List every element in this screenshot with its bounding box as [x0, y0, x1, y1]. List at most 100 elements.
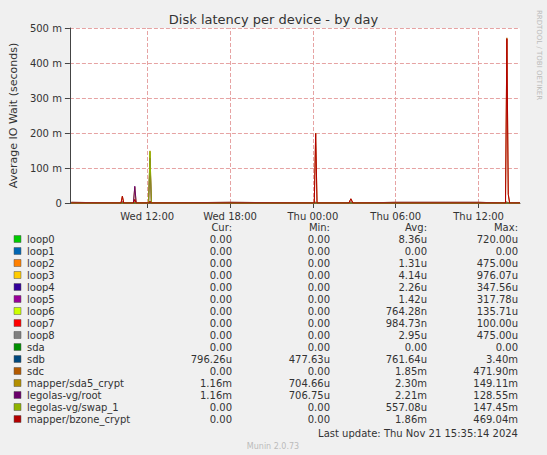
svg-text:2.95u: 2.95u	[398, 330, 427, 341]
svg-text:loop4: loop4	[27, 282, 55, 293]
svg-text:sdb: sdb	[27, 354, 45, 365]
svg-text:0.00: 0.00	[210, 330, 232, 341]
svg-text:mapper/bzone_crypt: mapper/bzone_crypt	[27, 414, 130, 426]
svg-text:Avg:: Avg:	[405, 222, 427, 233]
svg-text:100 m: 100 m	[30, 163, 62, 174]
svg-text:0.00: 0.00	[210, 414, 232, 425]
svg-text:149.11m: 149.11m	[473, 378, 518, 389]
svg-text:0.00: 0.00	[308, 366, 330, 377]
svg-text:200 m: 200 m	[30, 128, 62, 139]
svg-text:loop5: loop5	[27, 294, 55, 305]
svg-text:0.00: 0.00	[308, 234, 330, 245]
svg-text:0.00: 0.00	[210, 306, 232, 317]
svg-text:147.45m: 147.45m	[473, 402, 518, 413]
svg-text:4.14u: 4.14u	[398, 270, 427, 281]
svg-text:loop2: loop2	[27, 258, 55, 269]
svg-text:704.66u: 704.66u	[289, 378, 330, 389]
svg-text:475.00u: 475.00u	[477, 330, 518, 341]
svg-text:legolas-vg/root: legolas-vg/root	[27, 390, 102, 401]
svg-text:Thu 00:00: Thu 00:00	[287, 211, 339, 222]
svg-text:500 m: 500 m	[30, 23, 62, 34]
svg-text:0.00: 0.00	[210, 234, 232, 245]
svg-text:0.00: 0.00	[210, 258, 232, 269]
svg-text:347.56u: 347.56u	[477, 282, 518, 293]
svg-text:0.00: 0.00	[308, 402, 330, 413]
svg-text:0.00: 0.00	[308, 342, 330, 353]
svg-text:1.85m: 1.85m	[395, 366, 427, 377]
svg-text:loop3: loop3	[27, 270, 55, 281]
svg-text:loop8: loop8	[27, 330, 55, 341]
svg-text:Disk latency per device - by d: Disk latency per device - by day	[169, 12, 379, 27]
svg-text:Wed 18:00: Wed 18:00	[203, 211, 257, 222]
svg-text:Thu 12:00: Thu 12:00	[452, 211, 504, 222]
svg-text:0.00: 0.00	[210, 282, 232, 293]
svg-text:475.00u: 475.00u	[477, 258, 518, 269]
svg-text:Wed 12:00: Wed 12:00	[120, 211, 174, 222]
svg-text:317.78u: 317.78u	[477, 294, 518, 305]
svg-text:Average IO Wait (seconds): Average IO Wait (seconds)	[7, 43, 20, 188]
svg-text:469.04m: 469.04m	[473, 414, 518, 425]
svg-text:135.71u: 135.71u	[477, 306, 518, 317]
svg-text:8.36u: 8.36u	[398, 234, 427, 245]
svg-text:400 m: 400 m	[30, 58, 62, 69]
svg-text:0.00: 0.00	[308, 294, 330, 305]
svg-text:legolas-vg/swap_1: legolas-vg/swap_1	[27, 402, 119, 414]
svg-text:764.28n: 764.28n	[386, 306, 427, 317]
svg-text:loop1: loop1	[27, 246, 55, 257]
svg-text:100.00u: 100.00u	[477, 318, 518, 329]
svg-text:Last update: Thu Nov 21 15:35:: Last update: Thu Nov 21 15:35:14 2024	[318, 428, 518, 439]
svg-text:0: 0	[56, 198, 62, 209]
svg-text:Munin 2.0.73: Munin 2.0.73	[247, 442, 299, 451]
svg-text:1.42u: 1.42u	[398, 294, 427, 305]
svg-text:0.00: 0.00	[496, 246, 518, 257]
svg-text:Min:: Min:	[309, 222, 330, 233]
svg-text:2.26u: 2.26u	[398, 282, 427, 293]
svg-text:796.26u: 796.26u	[191, 354, 232, 365]
svg-text:0.00: 0.00	[210, 246, 232, 257]
svg-text:0.00: 0.00	[308, 246, 330, 257]
svg-text:0.00: 0.00	[210, 318, 232, 329]
svg-text:761.64u: 761.64u	[386, 354, 427, 365]
svg-text:sda: sda	[27, 342, 45, 353]
svg-text:loop0: loop0	[27, 234, 55, 245]
svg-text:706.75u: 706.75u	[289, 390, 330, 401]
svg-text:0.00: 0.00	[405, 246, 427, 257]
svg-text:0.00: 0.00	[210, 342, 232, 353]
svg-text:471.90m: 471.90m	[473, 366, 518, 377]
svg-text:sdc: sdc	[27, 366, 44, 377]
svg-text:0.00: 0.00	[210, 294, 232, 305]
svg-text:Cur:: Cur:	[211, 222, 232, 233]
svg-text:0.00: 0.00	[496, 342, 518, 353]
svg-text:0.00: 0.00	[210, 402, 232, 413]
svg-text:0.00: 0.00	[308, 306, 330, 317]
svg-text:1.31u: 1.31u	[398, 258, 427, 269]
svg-text:984.73n: 984.73n	[386, 318, 427, 329]
svg-text:loop6: loop6	[27, 306, 55, 317]
svg-text:1.86m: 1.86m	[395, 414, 427, 425]
svg-text:0.00: 0.00	[308, 330, 330, 341]
svg-text:RRDTOOL / TOBI OETIKER: RRDTOOL / TOBI OETIKER	[535, 10, 543, 100]
svg-text:477.63u: 477.63u	[289, 354, 330, 365]
svg-text:300 m: 300 m	[30, 93, 62, 104]
svg-text:mapper/sda5_crypt: mapper/sda5_crypt	[27, 378, 124, 390]
svg-text:976.07u: 976.07u	[477, 270, 518, 281]
svg-text:720.00u: 720.00u	[477, 234, 518, 245]
svg-text:1.16m: 1.16m	[200, 390, 232, 401]
svg-text:0.00: 0.00	[210, 366, 232, 377]
svg-text:0.00: 0.00	[308, 282, 330, 293]
svg-text:0.00: 0.00	[405, 342, 427, 353]
svg-text:557.08u: 557.08u	[386, 402, 427, 413]
svg-text:2.30m: 2.30m	[395, 378, 427, 389]
svg-text:0.00: 0.00	[210, 270, 232, 281]
svg-text:0.00: 0.00	[308, 258, 330, 269]
svg-text:Thu 06:00: Thu 06:00	[369, 211, 421, 222]
svg-text:0.00: 0.00	[308, 318, 330, 329]
svg-text:0.00: 0.00	[308, 270, 330, 281]
svg-text:1.16m: 1.16m	[200, 378, 232, 389]
svg-text:0.00: 0.00	[308, 414, 330, 425]
svg-text:128.55m: 128.55m	[473, 390, 518, 401]
svg-text:Max:: Max:	[494, 222, 518, 233]
svg-text:loop7: loop7	[27, 318, 55, 329]
svg-text:3.40m: 3.40m	[486, 354, 518, 365]
svg-text:2.21m: 2.21m	[395, 390, 427, 401]
